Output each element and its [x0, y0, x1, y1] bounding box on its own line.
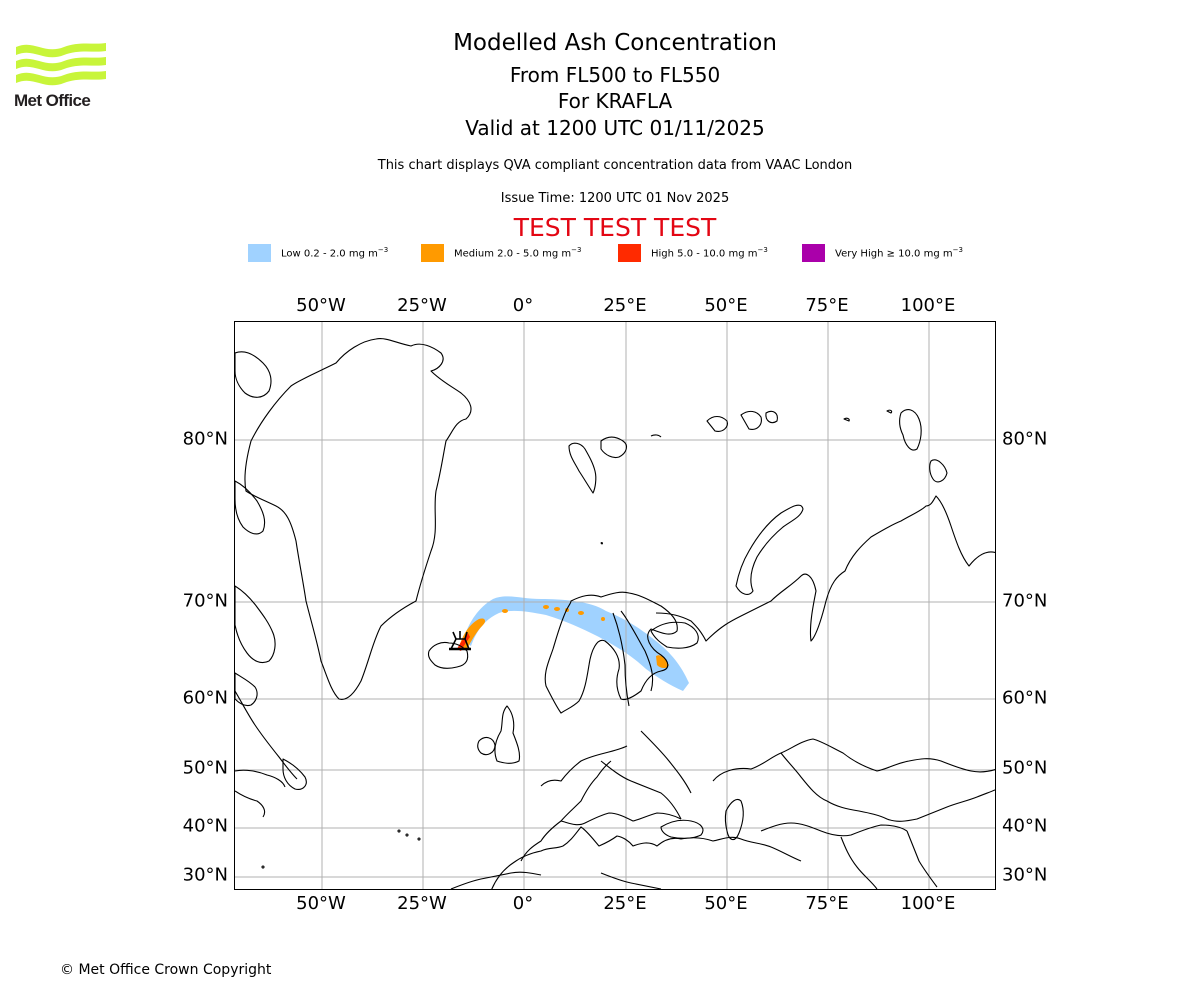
lon-tick-top: 100°E: [900, 295, 956, 316]
flight-level-range: From FL500 to FL550: [509, 63, 721, 87]
lon-tick-bottom: 50°W: [296, 893, 346, 914]
legend-swatch-low: [248, 244, 271, 262]
lat-tick-right: 30°N: [1002, 864, 1048, 886]
valid-time: Valid at 1200 UTC 01/11/2025: [465, 116, 765, 140]
lat-tick-left: 40°N: [182, 815, 228, 837]
graticule-grid: [235, 322, 995, 889]
lat-tick-right: 40°N: [1002, 815, 1048, 837]
lat-tick-left: 60°N: [182, 687, 228, 709]
lon-tick-bottom: 75°E: [805, 893, 849, 914]
issue-time: Issue Time: 1200 UTC 01 Nov 2025: [500, 191, 730, 206]
legend-label-very-high: Very High ≥ 10.0 mg m: [835, 248, 953, 260]
lon-tick-top: 50°W: [296, 295, 346, 316]
legend-swatch-high: [618, 244, 641, 262]
copyright-notice: © Met Office Crown Copyright: [60, 962, 272, 978]
legend-swatch-medium: [421, 244, 444, 262]
ash-concentration-map[interactable]: [234, 321, 996, 890]
legend-swatch-very-high: [802, 244, 825, 262]
legend-item-low: Low 0.2 - 2.0 mg m−3: [248, 244, 388, 262]
legend-item-high: High 5.0 - 10.0 mg m−3: [618, 244, 768, 262]
lat-tick-left: 30°N: [182, 864, 228, 886]
legend-label-medium: Medium 2.0 - 5.0 mg m: [454, 248, 572, 260]
legend-label-high: High 5.0 - 10.0 mg m: [651, 248, 758, 260]
lon-tick-bottom: 25°W: [397, 893, 447, 914]
legend-item-medium: Medium 2.0 - 5.0 mg m−3: [421, 244, 581, 262]
lat-tick-left: 80°N: [182, 428, 228, 450]
legend-item-very-high: Very High ≥ 10.0 mg m−3: [802, 244, 963, 262]
lon-tick-top: 50°E: [704, 295, 748, 316]
lon-tick-bottom: 0°: [512, 893, 534, 914]
met-office-logo-text: Met Office: [14, 91, 91, 110]
lat-tick-right: 70°N: [1002, 590, 1048, 612]
lon-tick-top: 0°: [512, 295, 534, 316]
lon-tick-top: 25°E: [603, 295, 647, 316]
chart-description: This chart displays QVA compliant concen…: [377, 158, 853, 173]
met-office-logo-icon: [16, 43, 106, 86]
lon-tick-bottom: 100°E: [900, 893, 956, 914]
lon-tick-bottom: 25°E: [603, 893, 647, 914]
lat-tick-left: 50°N: [182, 757, 228, 779]
lat-tick-right: 50°N: [1002, 757, 1048, 779]
lat-tick-right: 60°N: [1002, 687, 1048, 709]
coastlines: [235, 338, 995, 889]
legend-label-low: Low 0.2 - 2.0 mg m: [281, 248, 378, 260]
ash-plume-high: [457, 633, 470, 651]
ash-plume-low: [463, 596, 689, 691]
volcano-name: For KRAFLA: [557, 89, 673, 113]
lat-tick-left: 70°N: [182, 590, 228, 612]
volcano-icon: [449, 631, 471, 651]
lat-tick-right: 80°N: [1002, 428, 1048, 450]
lon-tick-top: 25°W: [397, 295, 447, 316]
test-banner: TEST TEST TEST: [513, 213, 717, 242]
lon-tick-bottom: 50°E: [704, 893, 748, 914]
lon-tick-top: 75°E: [805, 295, 849, 316]
chart-title: Modelled Ash Concentration: [453, 30, 777, 56]
